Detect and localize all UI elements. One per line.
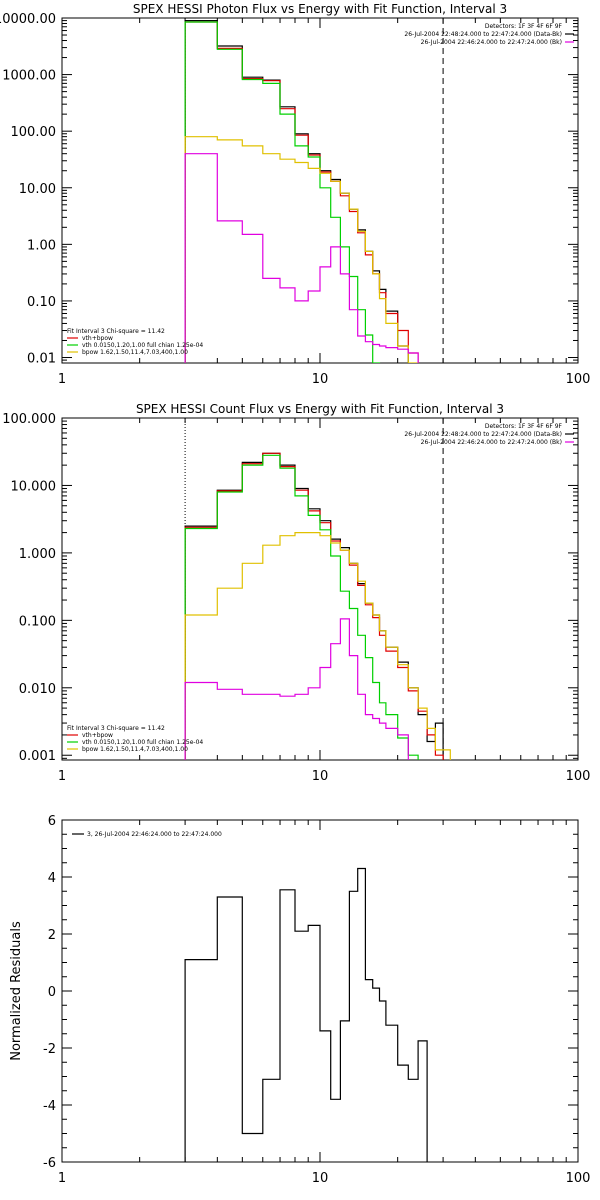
x-tick-label: 10 xyxy=(312,1171,329,1186)
series-1-histogram xyxy=(184,21,419,363)
series-0-histogram xyxy=(184,452,444,760)
y-tick-label: 100.000 xyxy=(2,412,56,427)
photon-flux-panel: SPEX HESSI Photon Flux vs Energy with Fi… xyxy=(0,2,590,387)
y-tick-label: 1000.00 xyxy=(2,69,56,84)
legend-top-entry: 26-Jul-2004 22:48:24.000 to 22:47:24.000… xyxy=(404,31,562,38)
plot-frame xyxy=(61,417,579,761)
y-tick-label: 100.00 xyxy=(11,125,57,140)
legend-top-entry: 26-Jul-2004 22:46:24.000 to 22:47:24.000… xyxy=(421,39,562,46)
x-tick-label: 10 xyxy=(312,769,329,784)
residual-legend-entry: 3, 26-Jul-2004 22:46:24.000 to 22:47:24.… xyxy=(87,831,222,838)
x-tick-label: 10 xyxy=(312,372,329,387)
y-tick-label: 2 xyxy=(48,928,56,943)
y-tick-label: -6 xyxy=(43,1156,56,1171)
series-0-histogram xyxy=(184,867,428,1162)
y-tick-label: 0.001 xyxy=(19,749,56,764)
residuals-panel: Normalized Residuals 1 10 100 -6 -4 -2 0 2 4 6 3, 2… xyxy=(9,814,590,1186)
legend-top-entry: 26-Jul-2004 22:46:24.000 to 22:47:24.000… xyxy=(421,439,562,446)
x-tick-label: 1 xyxy=(58,372,66,387)
chart-title: SPEX HESSI Photon Flux vs Energy with Fi… xyxy=(133,2,507,16)
y-tick-label: 10.000 xyxy=(11,479,57,494)
series-2-histogram xyxy=(184,21,381,363)
y-tick-label: 10000.00 xyxy=(0,12,56,27)
fit-legend-entry: vth+bpow xyxy=(82,335,113,342)
fit-legend-entry: vth+bpow xyxy=(82,732,113,739)
y-tick-label: 0 xyxy=(48,985,56,1000)
y-tick-label: 1.000 xyxy=(19,547,56,562)
y-tick-label: 1.00 xyxy=(27,238,56,253)
series-1-histogram xyxy=(184,452,444,760)
plot-area xyxy=(184,867,428,1162)
series-3-histogram xyxy=(184,532,451,760)
x-tick-label: 1 xyxy=(58,769,66,784)
x-tick-label: 100 xyxy=(566,1171,591,1186)
x-tick-label: 100 xyxy=(566,372,591,387)
y-tick-label: -4 xyxy=(43,1099,56,1114)
plot-area xyxy=(184,18,444,363)
y-tick-label: 0.100 xyxy=(19,614,56,629)
fit-legend-entry: bpow 1.62,1.50,11.4,7.03,400,1.00 xyxy=(82,349,188,356)
series-0-histogram xyxy=(184,20,409,363)
y-tick-label: 4 xyxy=(48,871,56,886)
y-tick-label: 10.00 xyxy=(19,182,56,197)
plot-area xyxy=(184,418,451,760)
fit-legend-entry: vth 0.0150,1.20,1.00 full chian 1.25e-04 xyxy=(82,342,203,349)
series-2-histogram xyxy=(184,454,419,760)
series-3-histogram xyxy=(184,136,419,363)
legend-top-entry: Detectors: 1F 3F 4F 6F 9F xyxy=(485,423,563,430)
y-tick-label: -2 xyxy=(43,1042,56,1057)
y-tick-label: 6 xyxy=(48,814,56,829)
series-4-histogram xyxy=(184,153,419,363)
legend-top-entry: 26-Jul-2004 22:48:24.000 to 22:47:24.000… xyxy=(404,431,562,438)
y-tick-label: 0.10 xyxy=(27,295,56,310)
x-tick-label: 1 xyxy=(58,1171,66,1186)
fit-legend-entry: bpow 1.62,1.50,11.4,7.03,400,1.00 xyxy=(82,746,188,753)
plot-frame xyxy=(61,17,579,364)
fit-legend-entry: vth 0.0150,1.20,1.00 full chian 1.25e-04 xyxy=(82,739,203,746)
chart-title: SPEX HESSI Count Flux vs Energy with Fit… xyxy=(136,402,504,416)
series-4-histogram xyxy=(184,618,409,760)
fit-legend-header: Fit Interval 3 Chi-square = 11.42 xyxy=(67,328,165,335)
y-tick-label: 0.010 xyxy=(19,682,56,697)
x-tick-label: 100 xyxy=(566,769,591,784)
y-axis-label: Normalized Residuals xyxy=(9,921,24,1061)
fit-legend-header: Fit Interval 3 Chi-square = 11.42 xyxy=(67,725,165,732)
y-tick-label: 0.01 xyxy=(27,352,56,367)
count-flux-panel: SPEX HESSI Count Flux vs Energy with Fit… xyxy=(2,402,590,784)
legend-top-entry: Detectors: 1F 3F 4F 6F 9F xyxy=(485,23,563,30)
